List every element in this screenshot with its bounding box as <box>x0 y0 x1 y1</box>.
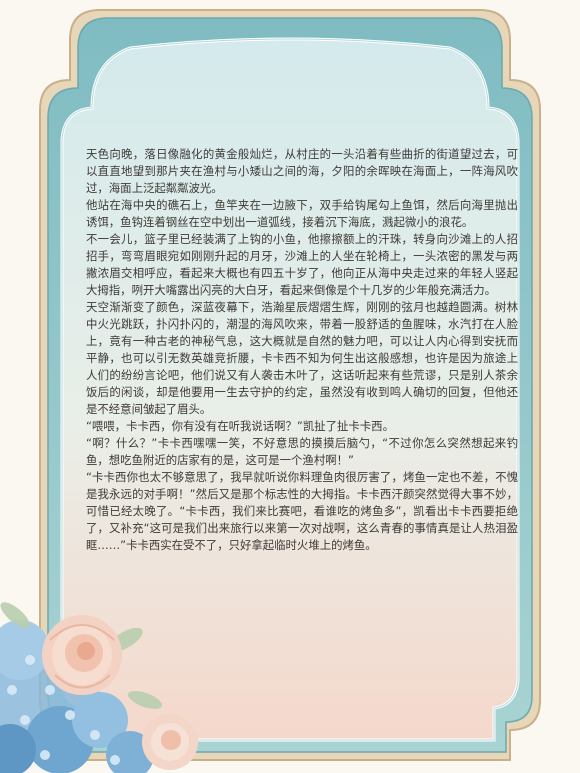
paragraph-3: 不一会儿，篮子里已经装满了上钩的小鱼，他擦擦额上的汗珠，转身向沙滩上的人招招手，… <box>86 232 518 297</box>
paragraph-7: “卡卡西你也太不够意思了，我早就听说你料理鱼肉很厉害了，烤鱼一定也不差，不愧是我… <box>86 470 518 552</box>
paragraph-2: 他站在海中央的礁石上，鱼竿夹在一边腋下，双手给钩尾勾上鱼饵，然后向海里抛出诱饵，… <box>86 198 518 229</box>
paragraph-4: 天空渐渐变了颜色，深蓝夜幕下，浩瀚星辰熠熠生辉，刚刚的弦月也越趋圆满。树林中火光… <box>86 300 518 416</box>
paragraph-6: “啊？什么？”卡卡西嘿嘿一笑，不好意思的摸摸后脑勺，“不过你怎么突然想起来钓鱼，… <box>86 436 518 467</box>
story-text: 天色向晚，落日像融化的黄金般灿烂，从村庄的一头沿着有些曲折的街道望过去，可以直直… <box>86 146 518 554</box>
paragraph-1: 天色向晚，落日像融化的黄金般灿烂，从村庄的一头沿着有些曲折的街道望过去，可以直直… <box>86 147 518 195</box>
paragraph-5: “喂喂，卡卡西，你有没有在听我说话啊？”凯扯了扯卡卡西。 <box>86 419 394 433</box>
